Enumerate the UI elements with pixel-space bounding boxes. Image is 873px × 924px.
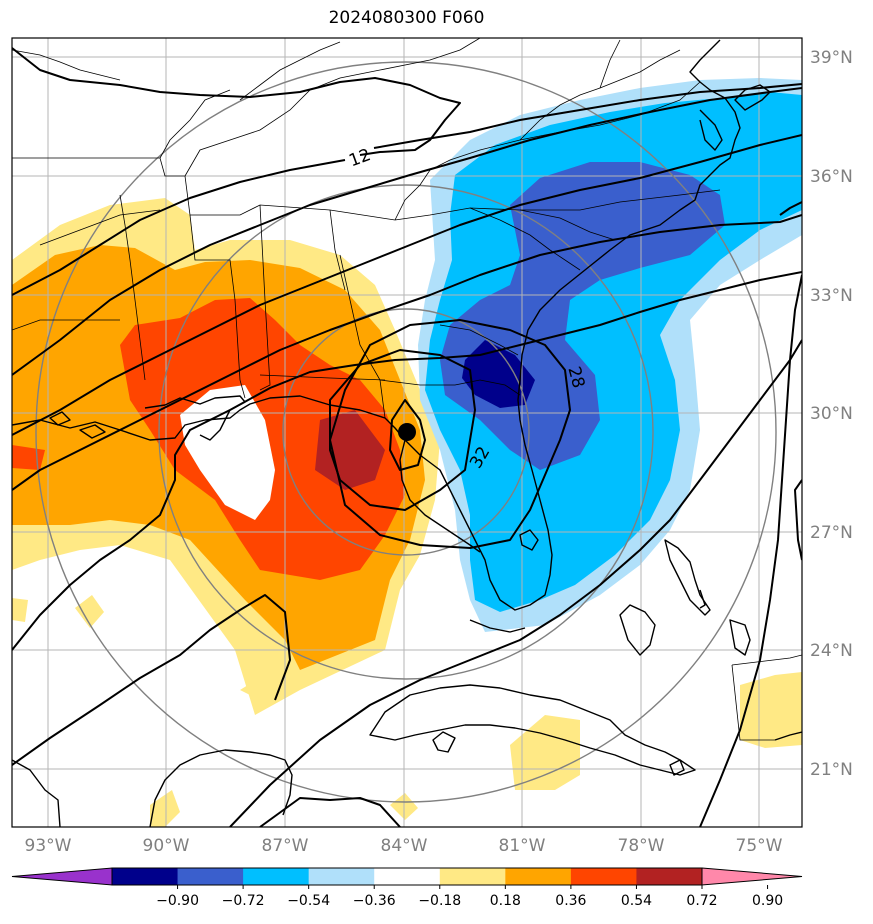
colorbar-extend-low: [11, 867, 113, 886]
lon-tick-87w: 87°W: [262, 836, 309, 856]
colorbar-tick-label: 0.54: [621, 893, 652, 909]
colorbar-segment: [112, 868, 179, 885]
field-pos-small4: [75, 595, 104, 628]
field-pos-small2: [740, 672, 802, 748]
longitude-tick-labels: 93°W 90°W 87°W 84°W 81°W 78°W 75°W: [25, 836, 783, 856]
colorbar-tick-label: −0.90: [156, 893, 199, 909]
lon-tick-93w: 93°W: [25, 836, 72, 856]
colorbar-segment: [636, 868, 703, 885]
colorbar-segment: [177, 868, 244, 885]
lat-tick-27n: 27°N: [810, 523, 853, 543]
colorbar-segment: [505, 868, 572, 885]
lat-tick-21n: 21°N: [810, 760, 853, 780]
colorbar-segment: [308, 868, 375, 885]
colorbar-tick-label: −0.72: [222, 893, 265, 909]
colorbar-tick-label: 0.36: [555, 893, 586, 909]
colorbar-segment: [439, 868, 506, 885]
colorbar-outline: [111, 867, 703, 886]
colorbar-segment: [374, 868, 441, 885]
colorbar-tick-label: 0.18: [490, 893, 521, 909]
colorbar-extend-high: [701, 867, 803, 886]
colorbar-tick-label: −0.54: [287, 893, 330, 909]
lat-tick-30n: 30°N: [810, 404, 853, 424]
field-pos-small5: [150, 790, 180, 827]
lon-tick-81w: 81°W: [499, 836, 546, 856]
coastlines-and-borders: [12, 39, 802, 827]
colorbar: −0.90 −0.72 −0.54 −0.36 −0.18 0.18 0.36 0.54 0.7…: [11, 867, 803, 909]
field-pos-small3: [12, 598, 28, 622]
colorbar-segment: [570, 868, 637, 885]
field-pos-small7: [240, 685, 250, 695]
lat-tick-36n: 36°N: [810, 167, 853, 187]
lat-tick-24n: 24°N: [810, 641, 853, 661]
lon-tick-78w: 78°W: [618, 836, 665, 856]
field-pos-small1: [510, 715, 580, 790]
field-neutral-gap: [180, 385, 275, 520]
colorbar-tick-label: −0.18: [418, 893, 461, 909]
lon-tick-75w: 75°W: [736, 836, 783, 856]
field-neg-level4: [462, 340, 535, 408]
colorbar-tick-label: 0.72: [686, 893, 717, 909]
map-frame: [11, 37, 803, 828]
map-title: 2024080300 F060: [328, 8, 485, 28]
colorbar-tick-label: −0.36: [353, 893, 396, 909]
storm-center-marker: [398, 423, 416, 441]
lat-tick-39n: 39°N: [810, 48, 853, 68]
lon-tick-90w: 90°W: [143, 836, 190, 856]
lat-tick-33n: 33°N: [810, 286, 853, 306]
lon-tick-84w: 84°W: [381, 836, 428, 856]
contour-lines: [12, 47, 802, 827]
cyclone-contours: [329, 319, 571, 549]
colorbar-segment: [243, 868, 310, 885]
colorbar-tick-label: 0.90: [752, 893, 783, 909]
latitude-tick-labels: 39°N 36°N 33°N 30°N 27°N 24°N 21°N: [810, 48, 853, 780]
range-rings: [35, 61, 777, 803]
